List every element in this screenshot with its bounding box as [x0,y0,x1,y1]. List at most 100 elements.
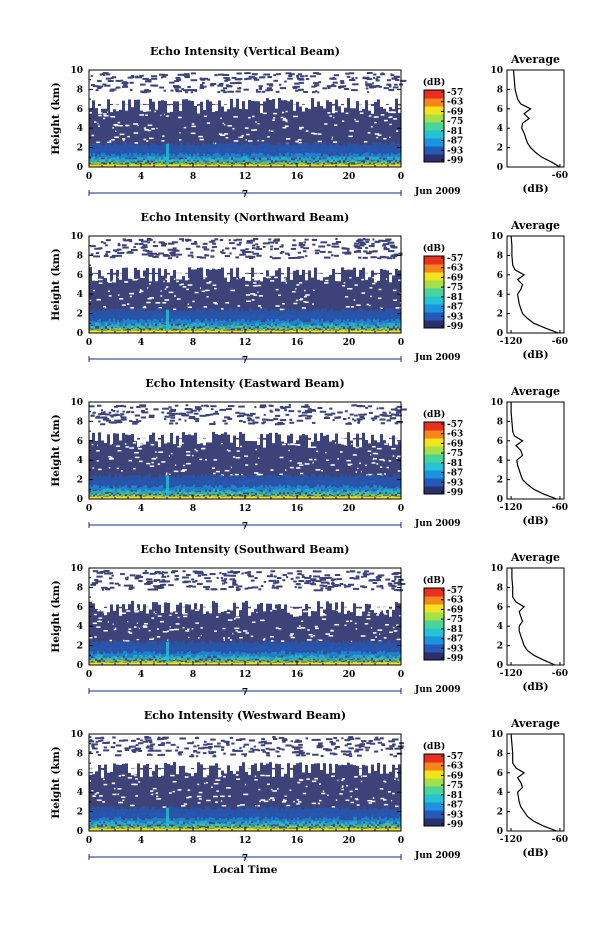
boundary-layer [105,310,107,319]
echo-speck [103,242,107,245]
y-tick-label: 0 [77,163,83,173]
boundary-layer [117,328,119,330]
boundary-layer [115,327,117,330]
boundary-layer [137,488,139,492]
boundary-layer [115,149,117,156]
boundary-layer [123,313,125,321]
boundary-layer [299,475,301,485]
boundary-layer [149,145,151,153]
boundary-layer [131,491,133,495]
boundary-layer [273,159,275,163]
boundary-layer [277,310,279,319]
echo-gap [225,136,229,139]
boundary-layer [143,481,145,488]
cloud-edge [134,267,137,275]
boundary-layer [179,477,181,486]
boundary-layer [119,326,121,329]
boundary-layer [349,475,351,484]
boundary-layer [159,145,161,153]
boundary-layer [383,315,385,322]
boundary-layer [289,485,291,491]
echo-speck [105,239,111,242]
echo-gap [108,467,111,469]
boundary-layer [93,162,95,165]
boundary-layer [137,143,139,153]
boundary-layer [115,322,117,326]
echo-speck [119,404,124,407]
cloud-edge [266,98,269,106]
echo-speck [394,422,399,425]
echo-gap [350,306,354,308]
cloud-edge [359,269,362,275]
boundary-layer [309,483,311,489]
boundary-layer [243,153,245,159]
echo-gap [275,305,280,307]
boundary-layer [101,311,103,319]
echo-speck [102,418,109,421]
echo-speck [303,250,307,253]
boundary-layer [389,307,391,317]
echo-gap [226,449,229,451]
panel-1: Echo Intensity (Northward Beam)0246810He… [50,211,568,366]
boundary-layer [307,152,309,158]
boundary-layer [187,163,189,165]
colorbar-tick-label: -69 [447,107,463,117]
boundary-layer [319,482,321,489]
cloud-edge [329,101,332,106]
boundary-layer [169,147,171,155]
boundary-layer [359,163,361,165]
echo-speck [231,76,237,79]
boundary-layer [221,321,223,326]
echo-speck [90,414,95,417]
boundary-layer [297,488,299,493]
boundary-layer [293,162,295,165]
boundary-layer [337,487,339,492]
boundary-layer [161,311,163,320]
echo-speck [255,88,258,91]
echo-gap [109,140,112,142]
echo-speck [199,84,204,87]
boundary-layer [251,153,253,159]
echo-speck [372,419,375,422]
cloud-edge [317,273,320,280]
cloud-edge [383,436,386,441]
boundary-layer [121,309,123,318]
boundary-layer [229,319,231,324]
boundary-layer [121,327,123,330]
boundary-layer [151,142,153,152]
boundary-layer [223,150,225,157]
echo-speck [98,247,103,250]
boundary-layer [397,329,399,331]
boundary-layer [211,495,213,497]
echo-speck [243,413,250,416]
echo-speck [184,419,187,422]
echo-gap [254,129,258,131]
boundary-layer [113,489,115,493]
boundary-layer [341,327,343,330]
boundary-layer [157,328,159,330]
boundary-layer [243,323,245,327]
echo-speck [375,79,380,82]
echo-speck [388,411,392,414]
cloud-edge [233,271,236,277]
boundary-layer [393,310,395,319]
echo-gap [221,442,223,445]
boundary-layer [271,494,273,497]
echo-speck [164,415,170,418]
echo-speck [255,416,260,419]
boundary-layer [347,491,349,495]
cloud-edge [386,270,389,275]
boundary-layer [231,152,233,158]
echo-speck [359,415,365,418]
boundary-layer [211,486,213,492]
boundary-layer [287,308,289,318]
boundary-layer [363,163,365,165]
boundary-layer [323,322,325,327]
echo-gap [325,459,330,462]
boundary-layer [175,493,177,496]
boundary-layer [163,153,165,159]
boundary-layer [113,153,115,159]
cloud-edge [113,433,116,440]
echo-gap [389,116,393,118]
boundary-layer [385,324,387,328]
